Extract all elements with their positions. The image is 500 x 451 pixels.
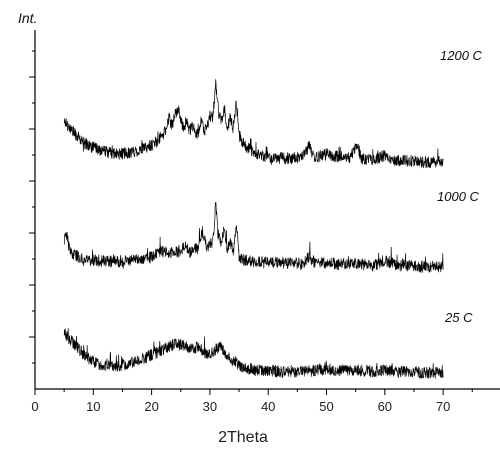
x-ticks: 0 10 20 30 40 50 60 70 xyxy=(31,389,473,414)
x-tick-label: 40 xyxy=(261,399,275,414)
series-label: 1000 C xyxy=(437,189,480,204)
axes xyxy=(34,30,500,390)
series-line xyxy=(63,79,444,169)
series-labels: 1200 C 1000 C 25 C xyxy=(437,48,483,325)
x-axis-title: 2Theta xyxy=(218,429,268,446)
x-tick-label: 50 xyxy=(319,399,333,414)
x-tick-label: 70 xyxy=(436,399,450,414)
y-ticks xyxy=(29,50,35,364)
x-tick-label: 60 xyxy=(378,399,392,414)
x-tick-label: 20 xyxy=(144,399,158,414)
x-tick-label: 10 xyxy=(86,399,100,414)
series-line xyxy=(63,328,444,379)
series-line xyxy=(63,202,444,273)
series-label: 25 C xyxy=(444,310,473,325)
x-tick-label: 0 xyxy=(31,399,38,414)
x-tick-label: 30 xyxy=(203,399,217,414)
y-axis-title: Int. xyxy=(18,10,37,26)
series-label: 1200 C xyxy=(440,48,483,63)
plot-area xyxy=(63,79,444,379)
